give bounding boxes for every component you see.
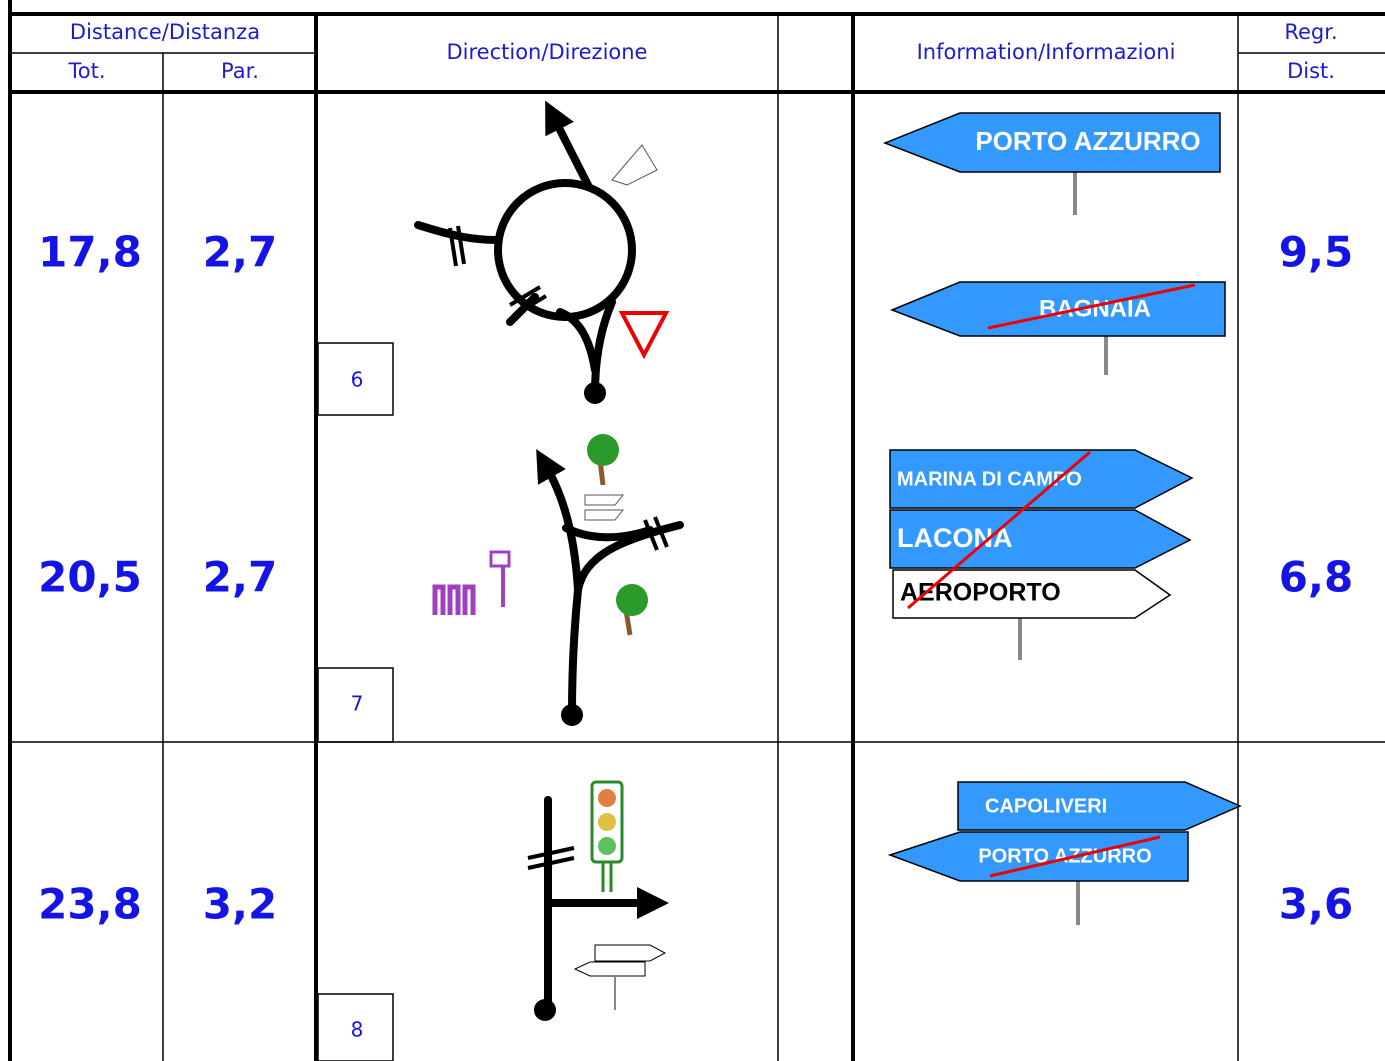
header: Par. <box>221 59 259 83</box>
header: Distance/Distanza <box>70 20 260 44</box>
regr: 6,8 <box>1279 553 1353 602</box>
header: Direction/Direzione <box>447 40 648 64</box>
sign-text: PORTO AZZURRO <box>978 845 1151 867</box>
sign-text: MARINA DI CAMPO <box>897 468 1082 490</box>
sign-text: PORTO AZZURRO <box>975 126 1200 156</box>
tot: 23,8 <box>38 880 142 929</box>
header: Tot. <box>67 59 105 83</box>
header: Dist. <box>1287 59 1335 83</box>
header: Regr. <box>1284 20 1337 44</box>
signs <box>889 449 1194 660</box>
turn-diagram <box>527 780 669 1021</box>
step: 8 <box>351 1018 364 1042</box>
header: Information/Informazioni <box>917 40 1176 64</box>
step: 6 <box>351 368 364 392</box>
tot: 17,8 <box>38 228 142 277</box>
tot: 20,5 <box>38 553 142 602</box>
sign-text: CAPOLIVERI <box>985 795 1107 817</box>
par: 2,7 <box>203 228 277 277</box>
junction-diagram <box>432 434 684 726</box>
regr: 3,6 <box>1279 880 1353 929</box>
regr: 9,5 <box>1279 228 1353 277</box>
signs <box>887 781 1242 925</box>
sign-text: LACONA <box>897 523 1013 553</box>
roundabout-diagram <box>414 100 670 404</box>
par: 3,2 <box>203 880 277 929</box>
par: 2,7 <box>203 553 277 602</box>
sign-text: BAGNAIA <box>1039 295 1151 322</box>
step: 7 <box>351 692 364 716</box>
table-grid <box>8 0 1385 1061</box>
